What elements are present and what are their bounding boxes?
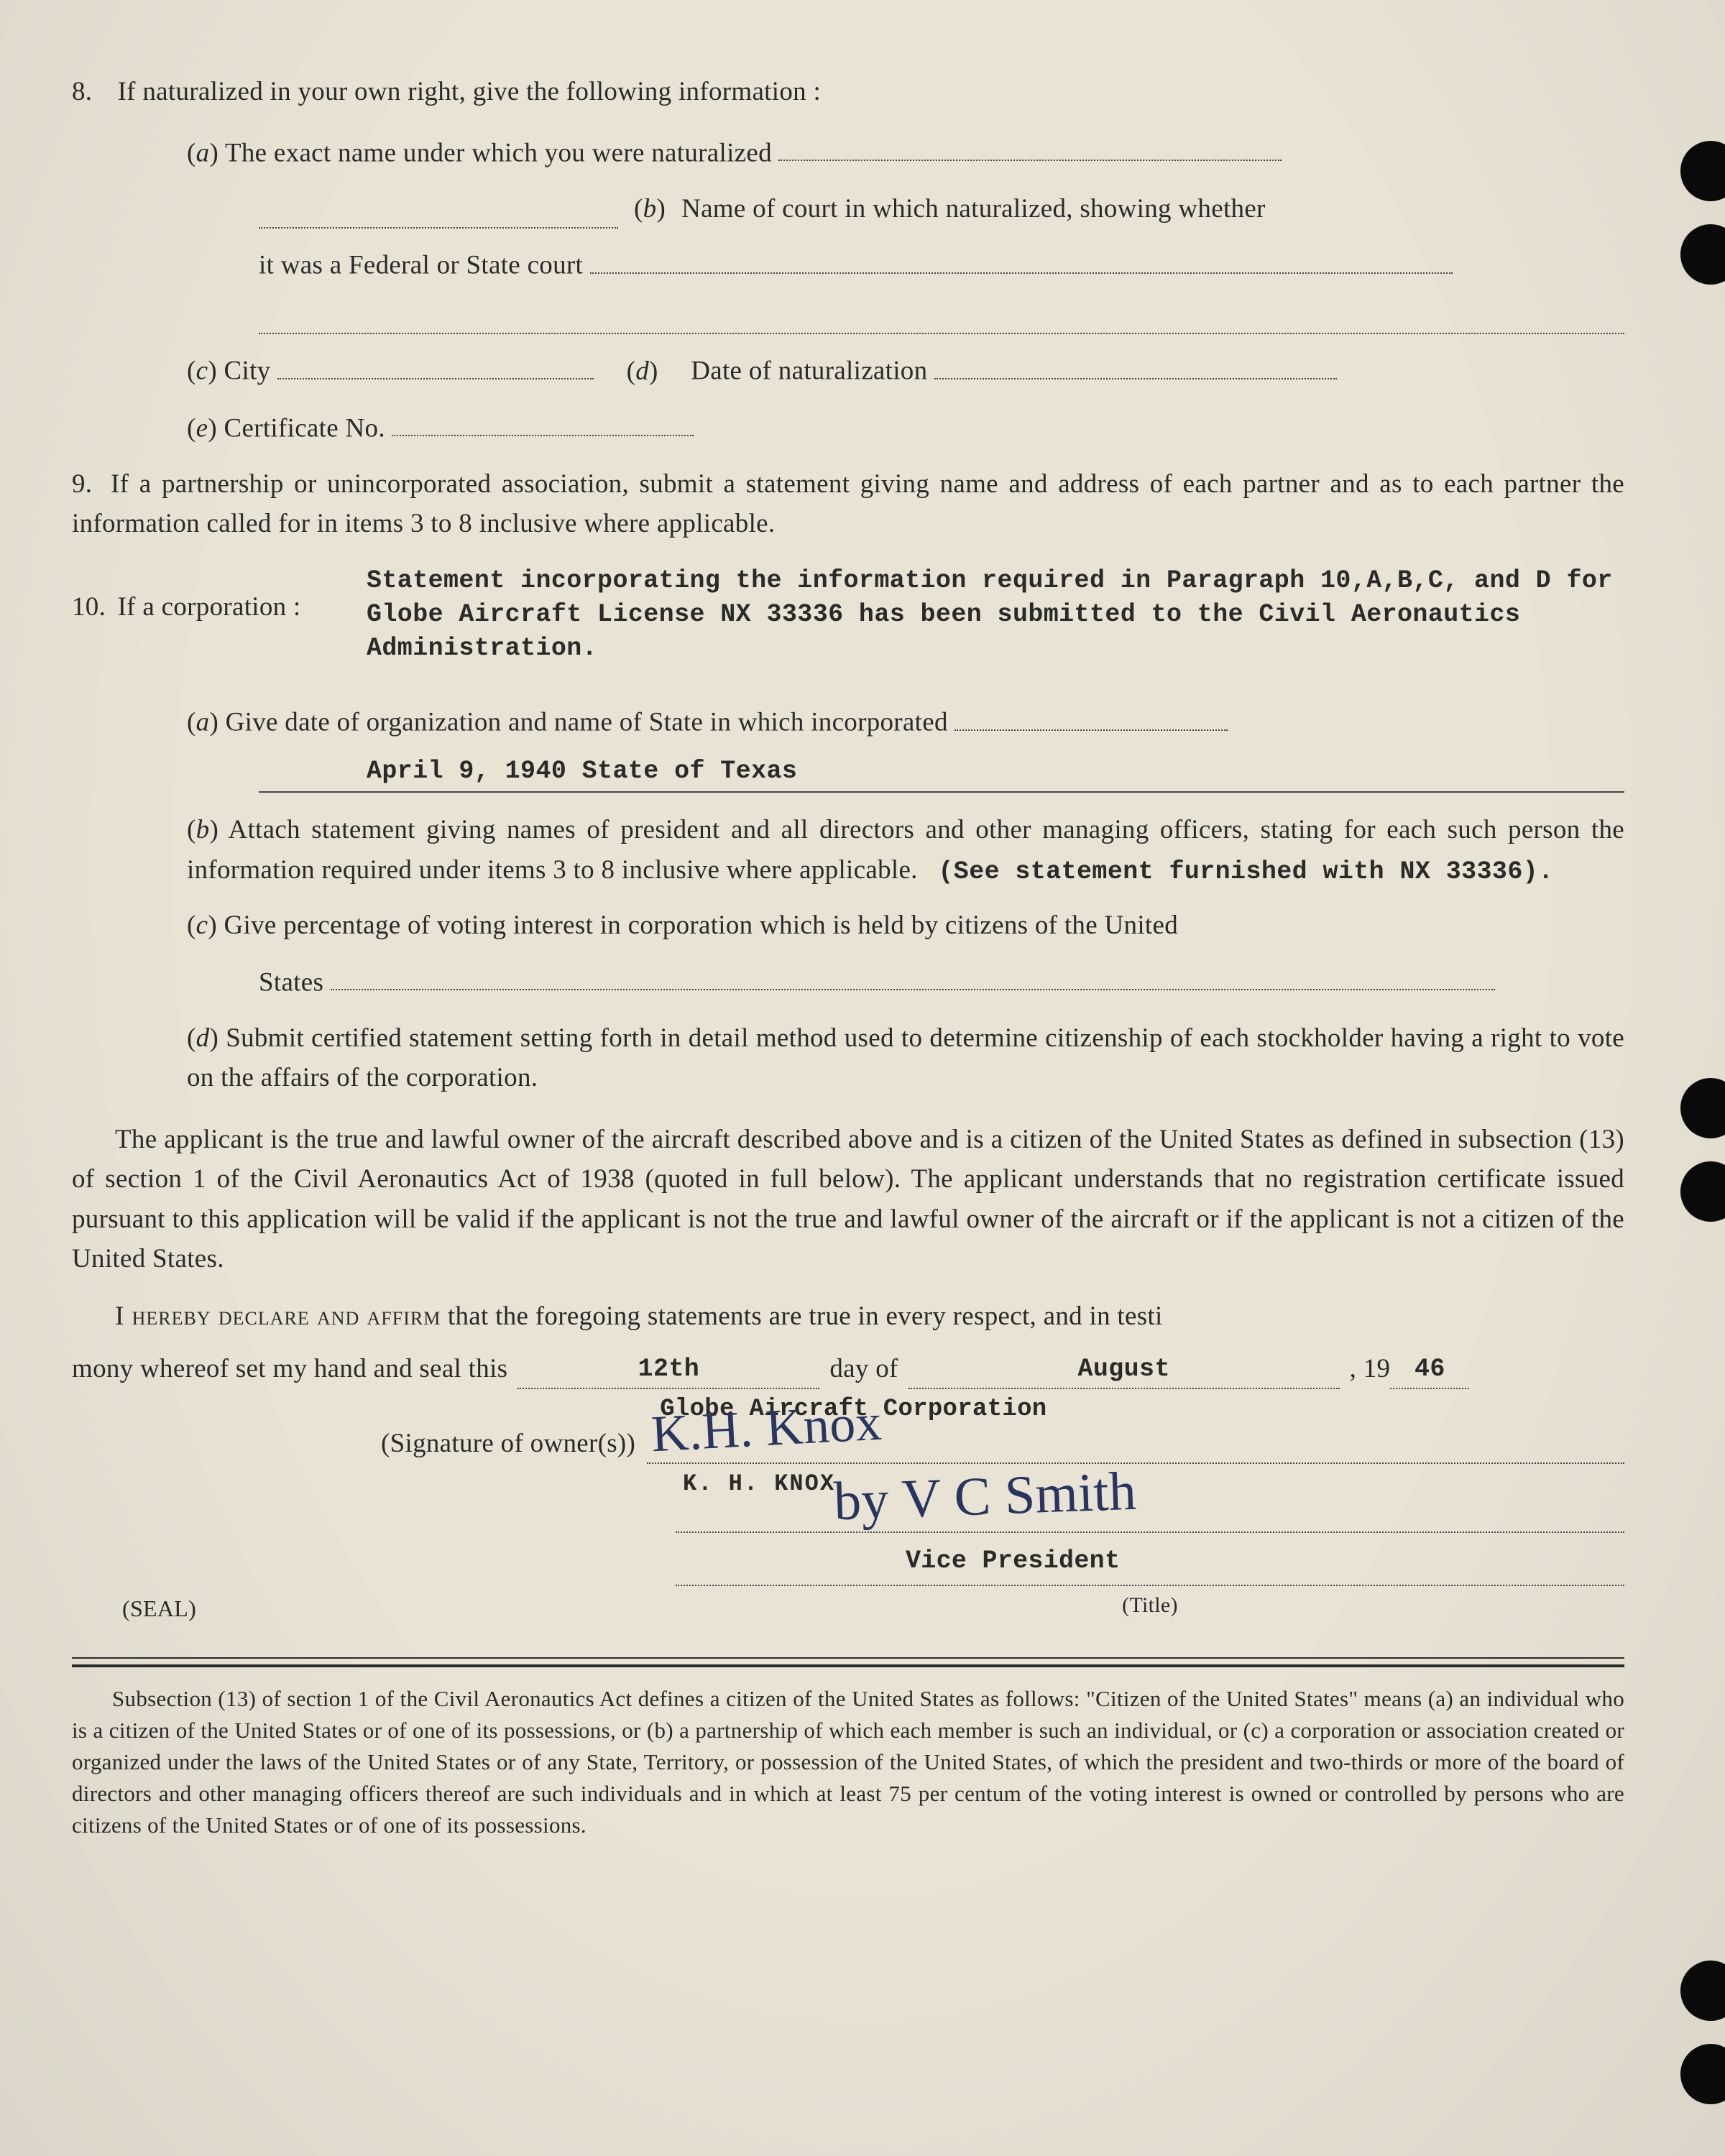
punch-hole [1680,1161,1725,1222]
signature-1: K.H. Knox [650,1383,884,1473]
item-8-number: 8. [72,72,111,112]
declare-lead: I hereby declare and affirm [115,1302,441,1331]
century: , 19 [1350,1349,1391,1389]
item-10a: (a) Give date of organization and name o… [187,701,1624,742]
item-8e: (e) Certificate No. [187,407,1624,448]
item-9-text: If a partnership or unincorporated assoc… [72,469,1624,539]
item-8c-blank[interactable] [277,350,594,379]
item-8d-blank[interactable] [934,350,1337,379]
seal-label: (SEAL) [122,1591,1624,1626]
item-10c-text: Give percentage of voting interest in co… [224,911,1178,940]
item-8e-blank[interactable] [392,407,694,437]
item-8a-blank[interactable] [778,132,1282,162]
punch-hole [1680,1078,1725,1138]
typed-signer-name: K. H. KNOX [683,1467,835,1501]
day-fill: 12th [518,1353,819,1386]
item-10a-text: Give date of organization and name of St… [226,708,948,737]
declare-cont: mony whereof set my hand and seal this [72,1349,507,1389]
item-8: 8. If naturalized in your own right, giv… [72,72,1624,112]
year-blank[interactable]: 46 [1390,1360,1469,1389]
item-9-number: 9. [72,464,111,505]
declaration-line-2: mony whereof set my hand and seal this 1… [72,1349,1624,1389]
month-blank[interactable]: August [908,1360,1340,1389]
item-8a-letter: a [196,138,210,167]
item-8b-cont: it was a Federal or State court [259,244,1624,285]
punch-hole [1680,1961,1725,2021]
month-fill: August [908,1353,1340,1386]
item-8a-blank-2[interactable] [259,200,618,229]
item-8d-letter: d [635,356,649,386]
form-page: 8. If naturalized in your own right, giv… [72,72,1624,1841]
item-10a-fill: April 9, 1940 State of Texas [367,755,797,788]
item-10d-letter: d [196,1023,210,1053]
year-fill: 46 [1390,1353,1469,1386]
item-8a: (a) The exact name under which you were … [187,132,1624,173]
item-8e-letter: e [196,413,208,443]
item-8b: (b) Name of court in which naturalized, … [187,189,1624,229]
item-8-lead: If naturalized in your own right, give t… [118,77,822,106]
item-8b-text: Name of court in which naturalized, show… [681,189,1266,229]
item-8b-blank[interactable] [590,244,1453,274]
item-10a-blank-1[interactable] [954,701,1228,731]
item-10d-text: Submit certified statement setting forth… [187,1023,1624,1093]
item-8b-blank-2[interactable] [259,301,1624,334]
item-10d: (d) Submit certified statement setting f… [187,1018,1624,1098]
item-8c-letter: c [196,356,208,386]
item-10a-letter: a [196,708,210,737]
double-rule [72,1657,1624,1664]
item-8b-letter: b [643,194,657,224]
item-10b-letter: b [196,815,210,844]
owner-paragraph: The applicant is the true and lawful own… [72,1120,1624,1279]
item-8cd: (c) City (d) Date of naturalization [187,350,1624,391]
declare-rest: that the foregoing statements are true i… [441,1302,1162,1331]
signature-2: by V C Smith [832,1450,1138,1543]
item-10-lead: If a corporation : [118,592,301,622]
punch-hole [1680,2044,1725,2104]
day-word: day of [829,1349,898,1389]
item-8a-text: The exact name under which you were natu… [225,138,772,167]
item-10b: (b) Attach statement giving names of pre… [187,810,1624,890]
item-10a-fill-line[interactable]: April 9, 1940 State of Texas [259,758,1624,793]
item-9: 9.If a partnership or unincorporated ass… [72,464,1624,544]
item-10b-fill: (See statement furnished with NX 33336). [938,857,1553,886]
item-10c: (c) Give percentage of voting interest i… [187,906,1624,946]
signature-line-1[interactable]: Globe Aircraft Corporation K.H. Knox [647,1399,1624,1464]
title-line[interactable]: Vice President [676,1540,1624,1586]
item-8c-text: City [224,356,271,386]
declaration-line-1: I hereby declare and affirm that the for… [72,1296,1624,1337]
sig-owner-label: (Signature of owner(s)) [381,1424,635,1464]
signature-line-2[interactable]: K. H. KNOX by V C Smith [676,1467,1624,1533]
statute-paragraph: Subsection (13) of section 1 of the Civi… [72,1683,1624,1841]
punch-hole [1680,141,1725,201]
item-10c-cont-text: States [259,967,323,997]
item-10c-letter: c [196,911,208,940]
item-8e-text: Certificate No. [224,413,385,443]
item-10c-cont: States [259,962,1624,1003]
punch-hole [1680,224,1725,285]
item-8b-cont-text: it was a Federal or State court [259,251,583,280]
day-blank[interactable]: 12th [518,1360,819,1389]
item-10-number: 10. [72,587,111,627]
item-10c-blank[interactable] [331,962,1495,991]
title-fill: Vice President [906,1542,1120,1580]
signature-row-1: (Signature of owner(s)) Globe Aircraft C… [72,1399,1624,1464]
item-8d-text: Date of naturalization [691,356,927,386]
